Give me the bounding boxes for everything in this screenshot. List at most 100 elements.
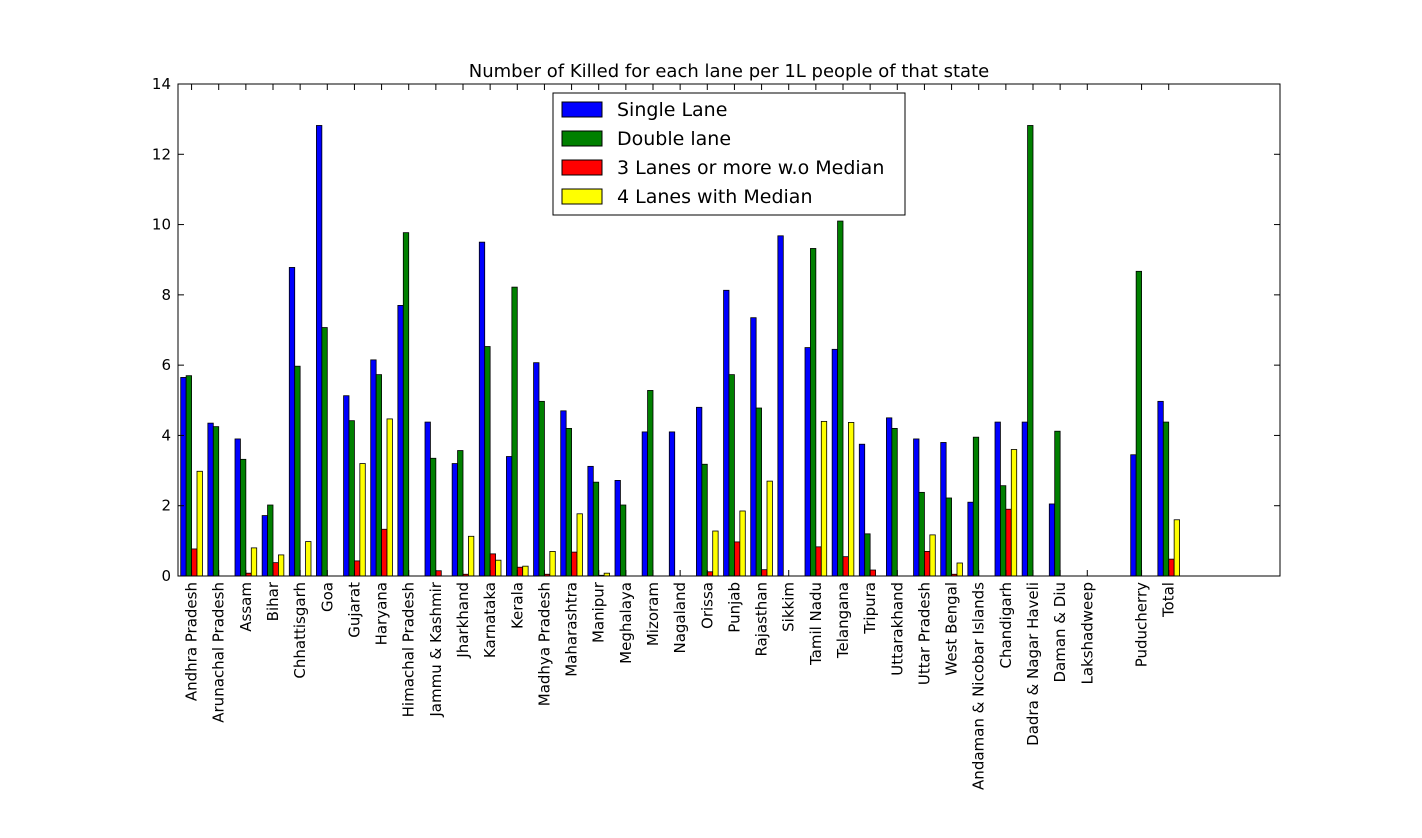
x-tick-label: Jammu & Kashmir — [427, 581, 445, 717]
bar-1-2 — [207, 422, 214, 577]
bar-3-31 — [1005, 508, 1012, 577]
bar-1-17 — [614, 480, 621, 577]
bar-3-13 — [516, 566, 524, 577]
bar-2-21 — [728, 374, 735, 577]
legend-swatch-3 — [561, 159, 603, 176]
x-tick-label: Orissa — [698, 582, 716, 629]
x-tick-label: Gujarat — [345, 582, 363, 638]
x-axis: Andhra Pradesh Arunachal Pradesh Assam Biha… — [183, 84, 1178, 790]
x-tick-label: Lakshadweep — [1078, 582, 1096, 685]
bar-2-8 — [375, 374, 382, 577]
bar-1-7 — [343, 395, 350, 577]
bar-2-20 — [701, 463, 708, 577]
x-tick-label: Rajasthan — [753, 582, 771, 657]
bar-1-33 — [1048, 503, 1056, 577]
x-tick-label: Maharashtra — [563, 582, 581, 677]
bar-1-14 — [533, 362, 540, 577]
bar-4-11 — [468, 535, 475, 577]
legend: Single Lane Double lane 3 Lanes or more w.… — [552, 92, 906, 216]
x-tick-label: Goa — [318, 582, 336, 612]
x-tick-label: Nagaland — [671, 582, 689, 654]
y-tick-label: 4 — [161, 426, 171, 444]
x-tick-label: Meghalaya — [617, 582, 635, 664]
bar-2-5 — [294, 365, 301, 577]
x-tick-label: Karnataka — [481, 582, 499, 658]
bar-1-29 — [940, 442, 947, 577]
bar-1-5 — [288, 267, 296, 577]
bar-1-26 — [858, 443, 866, 577]
bar-1-24 — [804, 347, 811, 577]
y-tick-label: 6 — [161, 356, 171, 374]
y-tick-label: 10 — [152, 216, 171, 234]
bar-3-8 — [381, 528, 388, 577]
bar-2-9 — [402, 232, 410, 577]
x-tick-label: Andaman & Nicobar Islands — [970, 582, 988, 790]
bar-4-20 — [712, 530, 719, 577]
bar-2-3 — [240, 458, 247, 577]
x-tick-label: Bihar — [264, 581, 282, 621]
legend-label-4: 4 Lanes with Median — [617, 186, 812, 208]
bar-1-15 — [560, 410, 567, 577]
x-tick-label: West Bengal — [943, 582, 961, 676]
bar-1-16 — [587, 465, 594, 577]
bar-2-36 — [1162, 421, 1170, 577]
bar-3-15 — [571, 551, 578, 577]
bar-4-4 — [278, 554, 285, 577]
bar-2-33 — [1054, 430, 1061, 577]
bar-1-35 — [1130, 454, 1137, 577]
y-tick-label: 8 — [161, 286, 171, 304]
bar-1-22 — [750, 317, 757, 577]
y-tick-label: 0 — [161, 567, 171, 585]
x-tick-label: Kerala — [508, 582, 526, 629]
bar-1-19 — [668, 431, 676, 577]
bar-4-22 — [766, 480, 773, 577]
bar-4-12 — [495, 559, 502, 577]
y-tick-label: 14 — [152, 75, 171, 93]
bar-2-31 — [1000, 485, 1007, 577]
bar-4-13 — [522, 565, 529, 577]
x-tick-label: Jharkhand — [454, 582, 472, 659]
chart-title: Number of Killed for each lane per 1L pe… — [469, 61, 989, 82]
bar-3-26 — [869, 569, 876, 577]
bar-4-21 — [739, 510, 746, 577]
bar-3-24 — [815, 546, 822, 577]
x-tick-label: Uttar Pradesh — [915, 582, 933, 685]
bar-1-36 — [1157, 400, 1164, 577]
bar-2-6 — [321, 327, 328, 577]
bar-3-1 — [191, 548, 198, 577]
x-tick-label: Punjab — [725, 582, 743, 633]
legend-label-3: 3 Lanes or more w.o Median — [617, 157, 884, 179]
bar-2-1 — [185, 375, 192, 577]
bar-2-24 — [810, 248, 817, 577]
legend-swatch-1 — [561, 101, 603, 118]
bar-3-36 — [1168, 558, 1175, 577]
bar-3-4 — [272, 562, 279, 577]
bars-group — [180, 125, 1180, 577]
legend-label-2: Double lane — [617, 128, 731, 150]
bar-1-8 — [370, 359, 377, 577]
bar-3-28 — [924, 551, 931, 577]
bar-4-5 — [305, 541, 312, 577]
x-tick-label: Puducherry — [1133, 582, 1151, 667]
bar-2-14 — [538, 400, 545, 577]
bar-4-3 — [250, 547, 258, 577]
bar-2-28 — [918, 491, 925, 577]
y-axis: 0 2 4 6 8 10 12 14 — [152, 75, 1280, 585]
bar-3-12 — [489, 553, 496, 577]
bar-1-21 — [723, 289, 730, 577]
bar-1-13 — [506, 456, 513, 577]
x-tick-label: Total — [1160, 582, 1178, 618]
legend-swatch-2 — [561, 130, 603, 147]
bar-2-30 — [972, 436, 980, 577]
bar-1-27 — [886, 417, 893, 577]
bar-1-3 — [234, 438, 241, 577]
bar-2-29 — [945, 497, 952, 577]
bar-1-20 — [696, 406, 703, 577]
bar-2-11 — [457, 450, 464, 577]
x-tick-label: Andhra Pradesh — [183, 582, 201, 701]
bar-4-31 — [1010, 449, 1018, 577]
bar-4-28 — [929, 534, 936, 577]
bar-2-15 — [565, 427, 572, 577]
x-tick-label: Chandigarh — [997, 582, 1015, 669]
